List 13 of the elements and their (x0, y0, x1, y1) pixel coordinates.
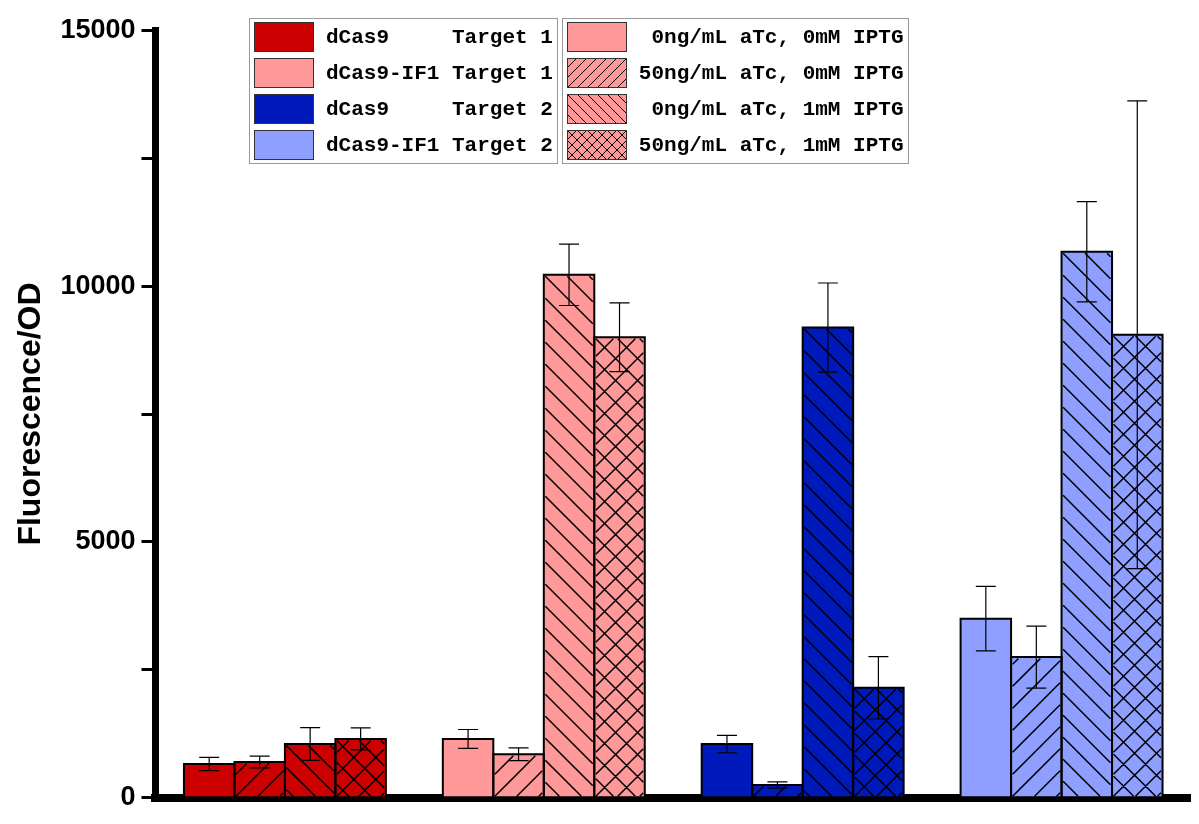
legend-label: 0ng/mL aTc, 1mM IPTG (650, 97, 904, 121)
y-tick-label: 15000 (60, 13, 136, 44)
annotation: dCas9 Target 2 (326, 97, 553, 121)
legend-label: 0ng/mL aTc, 0mM IPTG (650, 25, 904, 49)
annotation: dCas9 Target 1 (326, 25, 553, 49)
legend-label: 50ng/mL aTc, 0mM IPTG (638, 61, 904, 85)
annotation: dCas9-IF1 Target 1 (326, 61, 553, 85)
y-tick-label: 0 (120, 781, 136, 812)
legend-label: 50ng/mL aTc, 1mM IPTG (638, 133, 904, 157)
annotation: dCas9-IF1 Target 2 (326, 133, 553, 157)
y-axis-title: Fluorescence/OD (11, 282, 48, 546)
y-tick-label: 5000 (75, 525, 136, 556)
y-tick-label: 10000 (60, 269, 136, 300)
